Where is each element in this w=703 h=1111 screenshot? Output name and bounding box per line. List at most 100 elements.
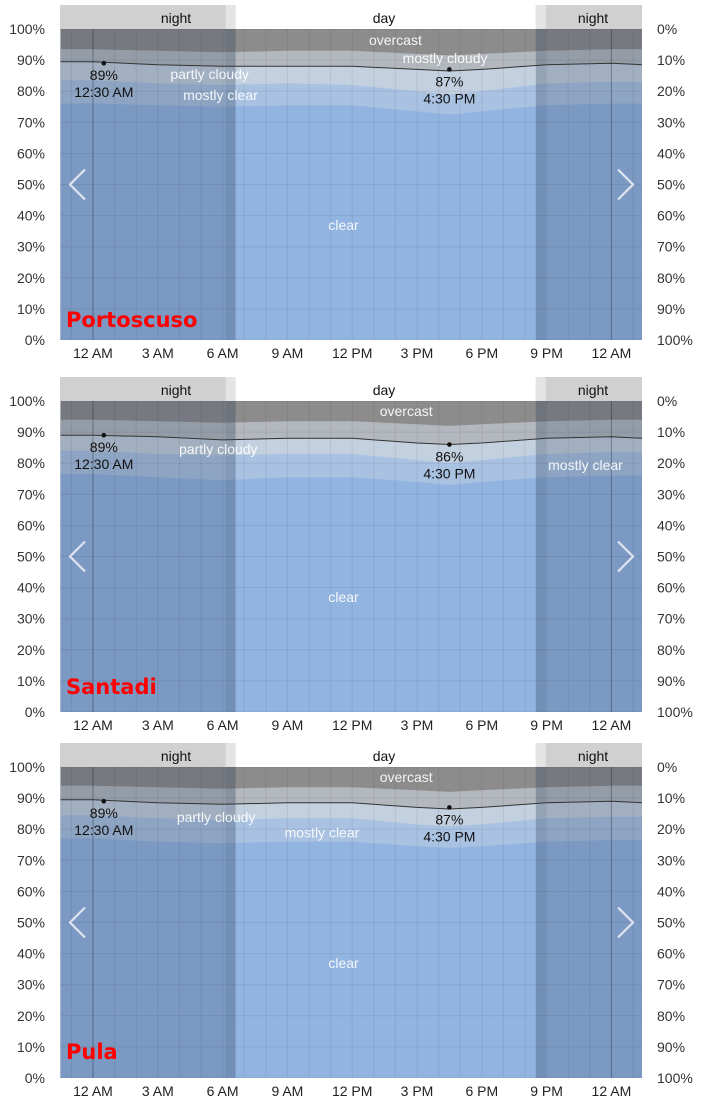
chevron-right-icon[interactable] (617, 540, 635, 573)
x-tick: 9 PM (530, 717, 563, 733)
annotation-dot (447, 805, 452, 810)
area-layers (60, 767, 642, 1078)
y-left-tick: 90% (17, 790, 45, 806)
category-label-mostly_cloudy: mostly cloudy (403, 50, 488, 66)
chevron-right-icon[interactable] (617, 906, 635, 939)
y-left-tick: 50% (17, 549, 45, 565)
y-right-tick: 90% (657, 1039, 685, 1055)
x-tick: 9 AM (271, 345, 303, 361)
annotation-dot (101, 60, 107, 66)
header-night-label: night (161, 10, 191, 26)
header-twilight (225, 377, 236, 401)
header-night-label: night (578, 382, 608, 398)
chart-svg: night day night overcast partly cloudy mostly… (9, 377, 693, 733)
header-night-band (60, 5, 236, 29)
y-left-tick: 100% (9, 759, 45, 775)
header-night-label: night (578, 748, 608, 764)
area-clear (60, 838, 642, 1078)
y-left-tick: 70% (17, 852, 45, 868)
chart-svg: night day night overcast partly cloudy mostly… (9, 743, 693, 1099)
y-left-tick: 60% (17, 145, 45, 161)
chart-panel-santadi: night day night overcast partly cloudy mostly… (0, 372, 703, 737)
y-left-tick: 10% (17, 1039, 45, 1055)
y-left-tick: 50% (17, 177, 45, 193)
header-twilight (535, 377, 546, 401)
header-twilight (225, 5, 236, 29)
location-label: Pula (66, 1040, 118, 1064)
y-left-tick: 70% (17, 486, 45, 502)
x-tick: 9 PM (530, 1083, 563, 1099)
x-tick: 6 AM (207, 1083, 239, 1099)
y-right-tick: 30% (657, 852, 685, 868)
header-night-label: night (161, 382, 191, 398)
annotation-value: 89% (90, 805, 118, 821)
x-tick: 12 AM (73, 345, 113, 361)
y-right-tick: 40% (657, 883, 685, 899)
y-left-tick: 30% (17, 611, 45, 627)
x-tick: 6 PM (465, 1083, 498, 1099)
y-left-tick: 20% (17, 642, 45, 658)
x-tick: 12 PM (332, 717, 372, 733)
annotation-dot (101, 432, 107, 438)
x-tick: 3 AM (142, 717, 174, 733)
y-left-tick: 80% (17, 821, 45, 837)
area-layers (60, 29, 642, 340)
y-right-tick: 100% (657, 704, 693, 720)
annotation-value: 87% (435, 811, 463, 827)
annotation-time: 4:30 PM (423, 828, 475, 844)
cloud-boundary-line (60, 61, 642, 72)
y-right-tick: 70% (657, 977, 685, 993)
y-right-tick: 60% (657, 580, 685, 596)
area-clear (60, 474, 642, 712)
y-left-tick: 80% (17, 455, 45, 471)
chevron-right-icon[interactable] (617, 168, 635, 201)
y-left-tick: 0% (25, 1070, 45, 1086)
annotation-dot (447, 67, 452, 72)
x-tick: 6 AM (207, 345, 239, 361)
category-label-partly_cloudy: partly cloudy (170, 66, 249, 82)
category-label-mostly_clear: mostly clear (285, 824, 360, 840)
header-day-label: day (373, 10, 396, 26)
header-night-label: night (578, 10, 608, 26)
y-left-tick: 40% (17, 580, 45, 596)
header-twilight (535, 5, 546, 29)
category-label-mostly_clear: mostly clear (183, 87, 258, 103)
night-shade (60, 401, 236, 712)
x-tick: 9 AM (271, 717, 303, 733)
chevron-left-icon[interactable] (68, 906, 86, 939)
header-night-band (535, 743, 642, 767)
chevron-left-icon[interactable] (68, 168, 86, 201)
y-right-tick: 100% (657, 332, 693, 348)
y-right-tick: 10% (657, 790, 685, 806)
y-left-tick: 60% (17, 517, 45, 533)
x-tick: 12 AM (592, 1083, 632, 1099)
y-left-tick: 60% (17, 883, 45, 899)
twilight-shade (225, 29, 236, 340)
night-shade (60, 29, 236, 340)
twilight-shade (535, 29, 546, 340)
category-label-clear: clear (328, 217, 359, 233)
x-tick: 3 PM (401, 1083, 434, 1099)
annotation-dot (447, 442, 452, 447)
chart-svg: night day night overcast mostly cloudy partly… (9, 5, 693, 361)
category-label-partly_cloudy: partly cloudy (177, 809, 256, 825)
night-shade (535, 767, 642, 1078)
annotation-value: 87% (435, 73, 463, 89)
y-right-tick: 20% (657, 83, 685, 99)
annotation-time: 12:30 AM (74, 456, 133, 472)
x-tick: 6 AM (207, 717, 239, 733)
annotation-time: 12:30 AM (74, 84, 133, 100)
y-left-tick: 20% (17, 1008, 45, 1024)
y-right-tick: 30% (657, 114, 685, 130)
y-left-tick: 80% (17, 83, 45, 99)
y-left-tick: 30% (17, 977, 45, 993)
y-left-tick: 30% (17, 239, 45, 255)
header-night-band (535, 5, 642, 29)
annotation-value: 86% (435, 449, 463, 465)
chevron-left-icon[interactable] (68, 540, 86, 573)
y-right-tick: 100% (657, 1070, 693, 1086)
y-right-tick: 10% (657, 424, 685, 440)
y-left-tick: 90% (17, 52, 45, 68)
night-shade (535, 29, 642, 340)
cloud-boundary-line (60, 799, 642, 810)
